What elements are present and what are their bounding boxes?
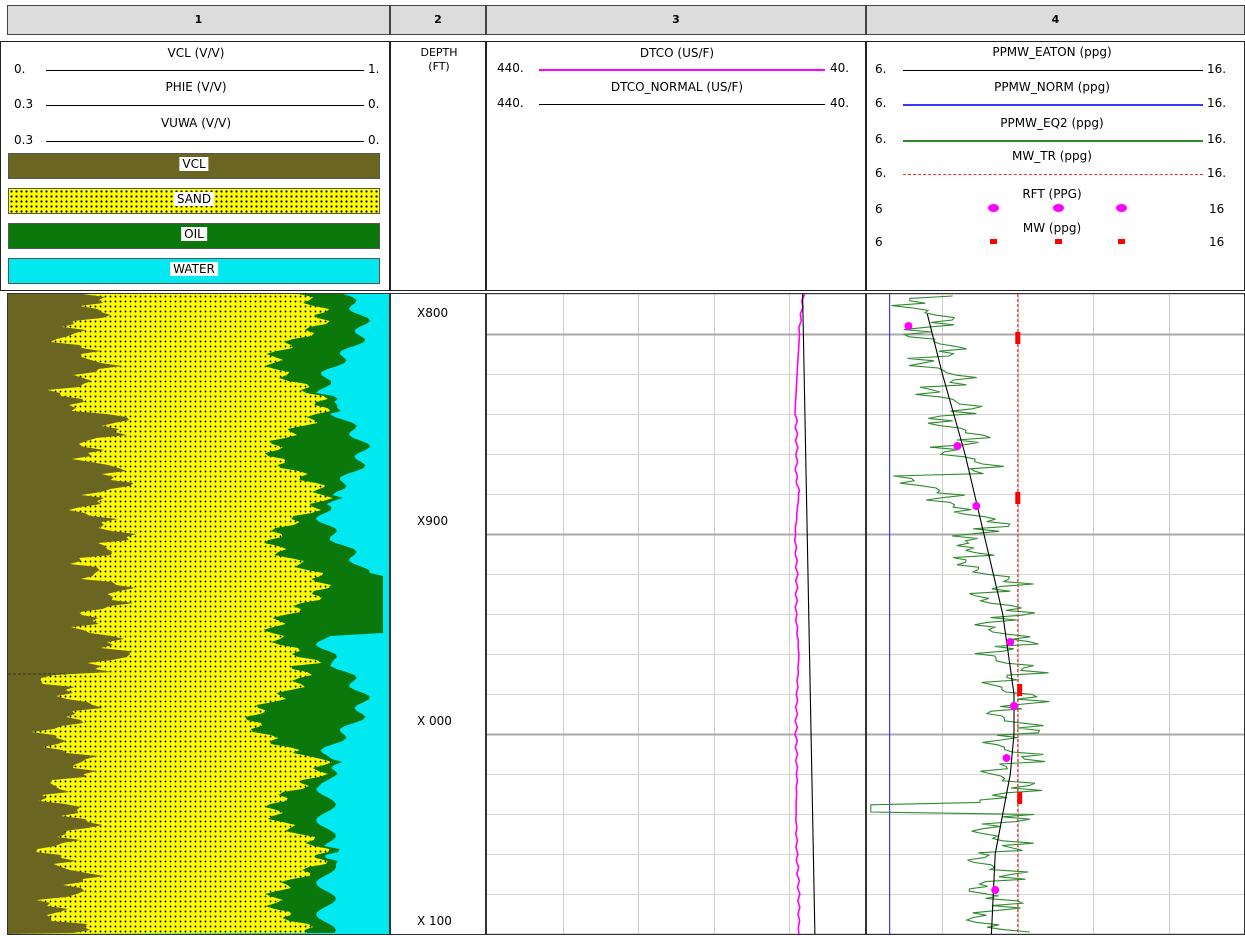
depth-title: DEPTH [420, 46, 458, 59]
mw-left-scale: 6 [875, 235, 883, 249]
mw-marker-2 [1055, 239, 1062, 244]
rft-left-scale: 6 [875, 202, 883, 216]
track4-pressure [866, 293, 1245, 935]
vuwa-left-scale: 0.3 [14, 133, 34, 147]
pressure-grid [867, 294, 1244, 934]
mw-points [1015, 332, 1023, 804]
ppmw-eq2-curve [870, 295, 1050, 933]
rft-point [991, 886, 1000, 894]
track3-header: DTCO (US/F) 440. 40. DTCO_NORMAL (US/F) … [486, 41, 866, 291]
ppmw-eq2-legend-line [903, 140, 1203, 142]
mw-point [1015, 332, 1021, 344]
rft-point [1006, 638, 1015, 646]
oil-fill-legend: OIL [8, 223, 380, 249]
track4-header: PPMW_EATON (ppg) 6. 16. PPMW_NORM (ppg) … [866, 41, 1245, 291]
vcl-right-scale: 1. [368, 62, 380, 76]
vcl-curve-name: VCL (V/V) [167, 46, 225, 60]
mw-point [1015, 492, 1021, 504]
lithology-plot [8, 294, 389, 934]
mw-tr-left-scale: 6. [875, 166, 887, 180]
dtco-curve [793, 294, 806, 934]
water-fill-label: WATER [170, 262, 218, 276]
phie-curve-name: PHIE (V/V) [165, 80, 227, 94]
phie-right-scale: 0. [368, 97, 380, 111]
mw-point [1017, 684, 1023, 696]
rft-point [904, 322, 913, 330]
pressure-plot [867, 294, 1244, 934]
dtco-right-scale: 40. [830, 61, 850, 75]
vcl-fill [8, 294, 137, 934]
phie-left-scale: 0.3 [14, 97, 34, 111]
rft-right-scale: 16 [1209, 202, 1225, 216]
depth-label-x100: X 100 [417, 914, 452, 928]
dtco-curve-name: DTCO (US/F) [639, 46, 715, 60]
water-fill-legend: WATER [8, 258, 380, 284]
ppmw-norm-curve-name: PPMW_NORM (ppg) [994, 80, 1110, 94]
rft-marker-1 [988, 204, 999, 212]
ppmw-eaton-right-scale: 16. [1207, 62, 1227, 76]
rft-points [904, 322, 1019, 894]
ppmw-eaton-curve [926, 313, 1015, 934]
column-header-1: 1 [7, 5, 390, 35]
depth-label-x000: X 000 [417, 714, 452, 728]
column-header-2: 2 [390, 5, 486, 35]
ppmw-eaton-left-scale: 6. [875, 62, 887, 76]
rft-curve-name: RFT (PPG) [1022, 187, 1082, 201]
mw-marker-3 [1118, 239, 1125, 244]
oil-fill-label: OIL [181, 227, 207, 241]
sand-fill-label: SAND [173, 192, 215, 206]
ppmw-norm-legend-line [903, 104, 1203, 106]
vuwa-curve-name: VUWA (V/V) [160, 116, 232, 130]
track3-sonic [486, 293, 866, 935]
depth-label-x800: X800 [417, 306, 449, 320]
ppmw-eq2-right-scale: 16. [1207, 132, 1227, 146]
dtco-left-scale: 440. [497, 61, 524, 75]
sonic-grid [487, 294, 865, 934]
track1-header: VCL (V/V) 0. 1. PHIE (V/V) 0.3 0. VUWA (… [0, 41, 390, 291]
ppmw-eq2-left-scale: 6. [875, 132, 887, 146]
track2-depth: X800 X900 X 000 X 100 [390, 293, 486, 935]
dtco-normal-left-scale: 440. [497, 96, 524, 110]
ppmw-eaton-curve-name: PPMW_EATON (ppg) [992, 45, 1112, 59]
depth-label-x900: X900 [417, 514, 449, 528]
vcl-left-scale: 0. [14, 62, 26, 76]
ppmw-norm-right-scale: 16. [1207, 96, 1227, 110]
rft-point [972, 502, 981, 510]
mw-tr-curve-name: MW_TR (ppg) [1012, 149, 1092, 163]
rft-marker-3 [1116, 204, 1127, 212]
vuwa-legend-line [46, 141, 364, 142]
vcl-fill-legend: VCL [8, 153, 380, 179]
dtco-normal-right-scale: 40. [830, 96, 850, 110]
vuwa-right-scale: 0. [368, 133, 380, 147]
vcl-fill-label: VCL [179, 157, 209, 171]
dtco-legend-line [539, 69, 825, 71]
sand-fill-legend: SAND [8, 188, 380, 214]
mw-point [1017, 792, 1023, 804]
mw-curve-name: MW (ppg) [1022, 221, 1082, 235]
track1-lithology [7, 293, 390, 935]
dtco-normal-legend-line [539, 104, 825, 105]
sonic-plot [487, 294, 865, 934]
dtco-normal-curve [802, 294, 816, 934]
mw-right-scale: 16 [1209, 235, 1225, 249]
rft-point [1010, 702, 1019, 710]
depth-unit: (FT) [428, 60, 450, 73]
rft-point [1002, 754, 1011, 762]
mw-marker-1 [990, 239, 997, 244]
dtco-normal-curve-name: DTCO_NORMAL (US/F) [610, 80, 744, 94]
ppmw-norm-left-scale: 6. [875, 96, 887, 110]
ppmw-eaton-legend-line [903, 70, 1203, 71]
column-header-3: 3 [486, 5, 866, 35]
phie-legend-line [46, 105, 364, 106]
track2-header: DEPTH (FT) [390, 41, 486, 291]
column-header-4: 4 [866, 5, 1245, 35]
rft-marker-2 [1053, 204, 1064, 212]
vcl-legend-line [46, 70, 364, 71]
mw-tr-legend-line [903, 174, 1203, 175]
rft-point [953, 442, 962, 450]
mw-tr-right-scale: 16. [1207, 166, 1227, 180]
ppmw-eq2-curve-name: PPMW_EQ2 (ppg) [1000, 116, 1104, 130]
